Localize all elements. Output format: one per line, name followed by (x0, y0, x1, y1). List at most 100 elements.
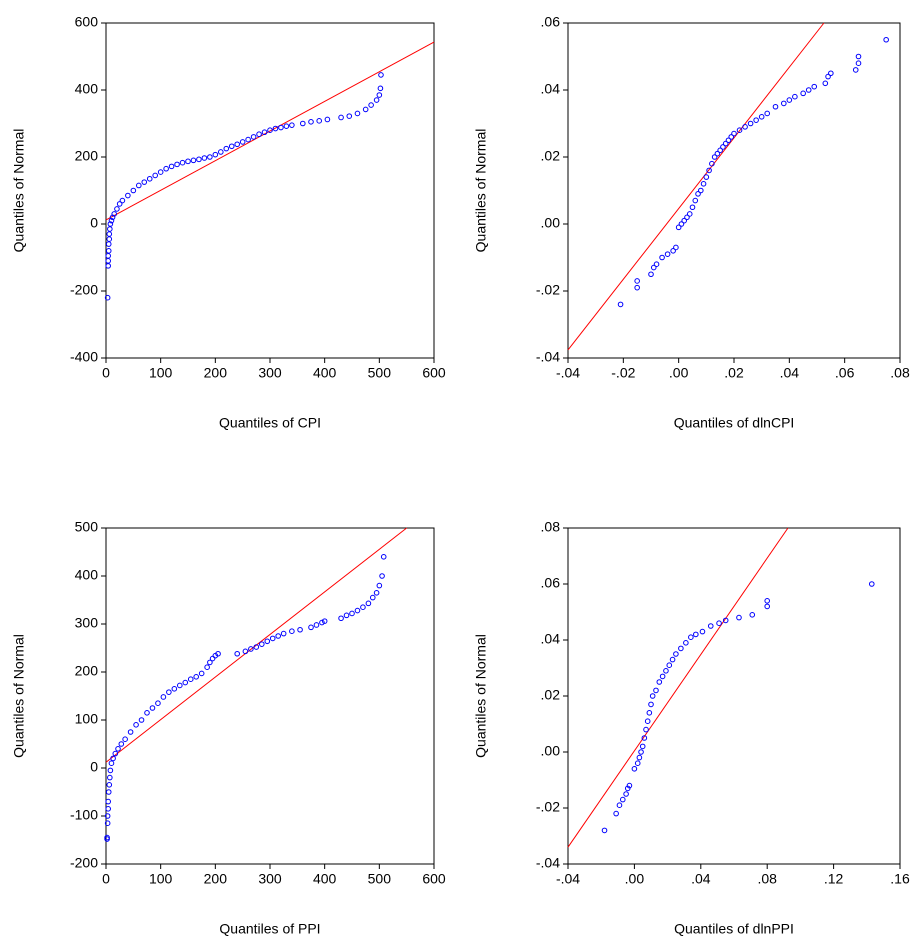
point (157, 169, 164, 175)
point (634, 760, 641, 767)
point (617, 301, 624, 308)
point (684, 214, 690, 221)
point (272, 125, 279, 132)
point (731, 130, 737, 137)
point (707, 623, 714, 629)
point (699, 628, 706, 635)
y-tick-label: 400 (75, 81, 99, 97)
point (700, 181, 707, 187)
x-tick-label: 300 (258, 871, 282, 887)
point (144, 710, 150, 716)
point (308, 119, 314, 125)
point (365, 600, 372, 607)
y-tick-label: .00 (541, 743, 561, 759)
x-tick-label: -.02 (611, 365, 635, 381)
point (656, 679, 663, 685)
x-tick-label: 200 (204, 365, 228, 381)
y-tick-label: 300 (75, 615, 99, 631)
point (107, 226, 113, 232)
x-tick-label: -.04 (556, 871, 580, 887)
point (166, 689, 172, 695)
y-axis-label: Quantiles of Normal (473, 634, 489, 758)
x-tick-label: .16 (890, 871, 910, 887)
point (675, 224, 682, 231)
y-axis-label: Quantiles of Normal (11, 129, 27, 253)
point (354, 110, 361, 117)
x-tick-label: 600 (422, 871, 446, 887)
point (338, 114, 344, 121)
point (678, 221, 685, 227)
point (644, 718, 651, 725)
point (105, 806, 111, 812)
point (171, 686, 178, 692)
point (105, 248, 112, 254)
point (115, 746, 121, 752)
point (720, 144, 726, 150)
x-tick-label: .04 (691, 871, 711, 887)
point (218, 149, 224, 155)
point (204, 664, 210, 671)
x-tick-label: .04 (780, 365, 800, 381)
point (313, 622, 320, 628)
point (736, 614, 742, 621)
point (256, 131, 262, 138)
point (811, 83, 818, 90)
point (742, 124, 748, 130)
point (378, 72, 384, 78)
point (706, 167, 712, 174)
reference-line (567, 22, 825, 351)
x-axis-label: Quantiles of dlnCPI (674, 415, 795, 431)
point (781, 100, 787, 107)
y-tick-label: 200 (75, 148, 99, 164)
x-tick-label: .00 (625, 871, 645, 887)
point (646, 710, 653, 716)
y-tick-label: .00 (541, 215, 561, 231)
point (127, 729, 134, 735)
point (659, 254, 665, 261)
point (155, 700, 161, 707)
x-tick-label: .06 (835, 365, 855, 381)
point (683, 640, 689, 646)
point (659, 673, 666, 680)
point (368, 102, 374, 108)
point (717, 147, 723, 154)
point (855, 60, 862, 67)
point (664, 251, 671, 257)
point (104, 836, 110, 842)
point (758, 114, 765, 120)
point (105, 798, 111, 805)
point (185, 158, 191, 165)
point (631, 766, 638, 772)
point (639, 743, 646, 750)
point (343, 612, 350, 619)
point (641, 735, 648, 741)
point (686, 211, 693, 217)
x-tick-label: 200 (204, 871, 228, 887)
point (234, 650, 240, 657)
point (678, 645, 684, 652)
point (283, 123, 290, 129)
y-tick-label: 500 (75, 519, 99, 535)
point (108, 760, 115, 767)
point (764, 598, 771, 604)
point (681, 217, 688, 224)
point (324, 116, 331, 123)
point (764, 110, 771, 117)
point (666, 662, 673, 669)
point (772, 103, 779, 110)
point (105, 253, 111, 259)
point (215, 650, 221, 657)
point (373, 590, 380, 596)
point (275, 633, 282, 639)
point (749, 612, 756, 618)
point (228, 143, 235, 150)
x-tick-label: .12 (824, 871, 844, 887)
point (300, 120, 306, 127)
x-tick-label: 500 (368, 871, 392, 887)
point (207, 154, 213, 160)
x-tick-label: .02 (724, 365, 744, 381)
point (105, 789, 112, 795)
point (673, 651, 679, 657)
point (349, 610, 355, 617)
